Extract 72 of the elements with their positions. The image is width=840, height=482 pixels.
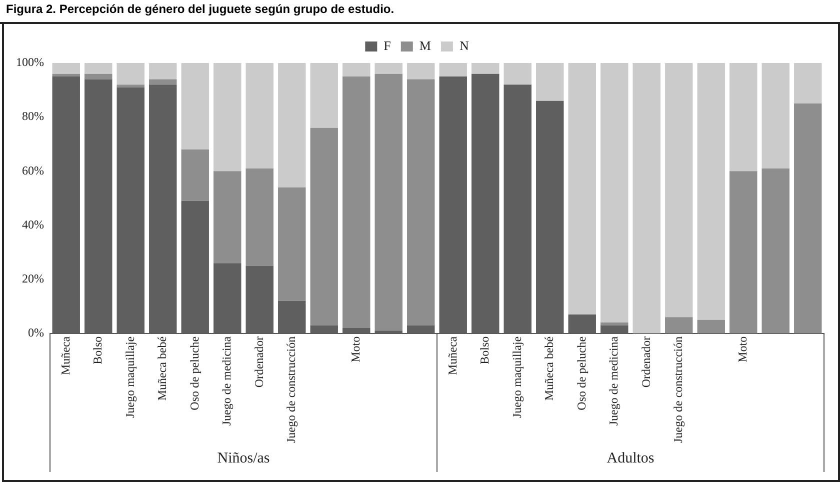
bar <box>374 63 402 74</box>
bar <box>342 63 370 77</box>
bar <box>278 63 306 188</box>
bar <box>52 63 80 74</box>
bar <box>568 63 596 314</box>
y-tick-label: 60% <box>22 163 44 178</box>
bar <box>84 74 112 80</box>
bar <box>407 63 435 80</box>
bar <box>665 317 693 334</box>
x-tick-label: Ordenador <box>252 336 266 388</box>
bar <box>214 63 242 172</box>
bar <box>246 168 274 266</box>
legend-label: M <box>419 38 432 53</box>
x-tick-label: Muñeca <box>58 336 72 376</box>
x-tick-label: Bolso <box>90 336 105 364</box>
bar <box>665 63 693 318</box>
x-tick-label: Juego de construcción <box>671 336 686 444</box>
bar <box>310 128 338 326</box>
x-tick-label: Muñeca bebé <box>155 336 170 401</box>
text: Adultos <box>606 450 654 466</box>
bar <box>600 322 628 326</box>
x-tick-label: Muñeca bebé <box>542 336 556 401</box>
bar <box>181 150 209 201</box>
bar <box>310 63 338 128</box>
y-tick-label: 100% <box>16 55 44 70</box>
bar <box>472 63 500 74</box>
x-tick-label: Muñeca <box>445 336 460 376</box>
bar <box>407 79 435 326</box>
bar <box>149 79 177 85</box>
bar <box>794 63 822 104</box>
chart-title: Figura 2. Percepción de género del juguete según grupo de estudio. <box>0 0 840 24</box>
y-tick-label: 40% <box>22 217 44 232</box>
x-tick-label: Oso de peluche <box>574 336 588 410</box>
bar <box>762 168 790 334</box>
bar <box>439 63 467 77</box>
bar <box>116 84 144 88</box>
bar <box>84 63 112 74</box>
bar <box>374 74 402 331</box>
x-tick-label: Moto <box>348 336 363 362</box>
bar <box>794 104 822 334</box>
bar <box>697 320 725 334</box>
bar <box>600 63 628 323</box>
x-tick-label: Juego de medicina <box>220 336 234 426</box>
bar <box>504 63 532 85</box>
legend-label: F <box>384 38 391 53</box>
y-tick-label: 0% <box>28 326 44 340</box>
y-tick-label: 20% <box>22 271 44 286</box>
bar <box>536 63 564 101</box>
x-tick-label: Juego maquillaje <box>510 336 524 418</box>
x-tick-label: Bolso <box>478 336 492 364</box>
bar <box>246 63 274 168</box>
bar <box>214 171 242 264</box>
x-tick-label: Ordenador <box>638 336 653 388</box>
text: Niños/as <box>217 450 270 466</box>
x-tick-label: Juego de medicina <box>606 336 621 426</box>
bar <box>342 76 370 328</box>
x-tick-label: Oso de peluche <box>187 336 202 410</box>
bar <box>697 63 725 320</box>
x-tick-label: Juego de construcción <box>284 336 298 444</box>
bar <box>730 171 758 334</box>
legend-label: N <box>459 38 470 53</box>
bar <box>762 63 790 168</box>
x-tick-label: Moto <box>736 336 750 362</box>
x-tick-label: Juego maquillaje <box>122 336 137 418</box>
bar <box>52 74 80 77</box>
bar <box>116 63 144 85</box>
bar <box>278 187 306 301</box>
y-tick-label: 80% <box>22 109 44 124</box>
bar <box>149 63 177 80</box>
bar <box>181 63 209 150</box>
bar <box>632 63 660 334</box>
bar <box>730 63 758 172</box>
